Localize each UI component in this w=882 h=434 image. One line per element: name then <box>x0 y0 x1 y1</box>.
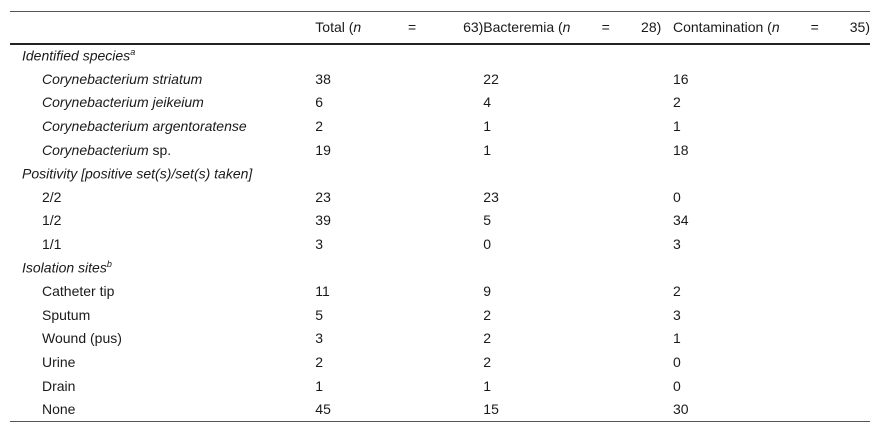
table-row: None 45 15 30 <box>10 397 870 421</box>
section-row: Positivity [positive set(s)/set(s) taken… <box>10 161 870 185</box>
row-label: Drain <box>42 377 76 394</box>
cell-total: 23 <box>315 188 331 205</box>
cell-contamination: 18 <box>673 141 689 158</box>
cell-total: 2 <box>315 118 324 135</box>
row-label: Wound (pus) <box>42 330 122 347</box>
header-contamination: Contamination (n = 35) <box>673 19 870 36</box>
table-row: Sputum 5 2 3 <box>10 303 870 327</box>
table-row: Urine 2 2 0 <box>10 350 870 374</box>
cell-contamination: 1 <box>673 118 681 135</box>
section-title: Positivity [positive set(s)/set(s) taken… <box>22 165 253 182</box>
cell-total: 19 <box>315 141 331 158</box>
cell-bacteremia: 5 <box>483 212 492 229</box>
table-row: 1/2 39 5 34 <box>10 209 870 233</box>
cell-bacteremia: 1 <box>483 377 492 394</box>
header-empty <box>10 12 303 44</box>
section-row: Isolation sitesb <box>10 256 870 280</box>
table-row: Corynebacterium jeikeium 6 4 2 <box>10 91 870 115</box>
row-label: 2/2 <box>42 188 62 205</box>
cell-bacteremia: 9 <box>483 283 492 300</box>
cell-total: 38 <box>315 70 331 87</box>
section-title: Identified speciesa <box>22 47 136 65</box>
cell-total: 45 <box>315 400 331 417</box>
table-row: 2/2 23 23 0 <box>10 185 870 209</box>
cell-contamination: 0 <box>673 377 681 394</box>
cell-bacteremia: 1 <box>483 118 492 135</box>
section-row: Identified speciesa <box>10 44 870 68</box>
cell-total: 39 <box>315 212 331 229</box>
cell-contamination: 0 <box>673 188 681 205</box>
cell-total: 5 <box>315 306 324 323</box>
row-label: Corynebacterium argentoratense <box>42 118 247 135</box>
cell-total: 11 <box>315 283 330 300</box>
cell-contamination: 3 <box>673 306 681 323</box>
cell-contamination: 3 <box>673 236 681 253</box>
cell-bacteremia: 4 <box>483 94 492 111</box>
row-label: Corynebacterium jeikeium <box>42 94 204 111</box>
data-table: Total (n = 63) Bacteremia (n = 28) Contamina… <box>10 11 870 422</box>
table-row: Corynebacterium striatum 38 22 16 <box>10 67 870 91</box>
row-label: Corynebacterium sp. <box>42 141 172 158</box>
cell-contamination: 0 <box>673 354 681 371</box>
header-bacteremia: Bacteremia (n = 28) <box>483 19 662 36</box>
row-label: Catheter tip <box>42 283 115 300</box>
cell-bacteremia: 0 <box>483 236 492 253</box>
cell-total: 3 <box>315 236 324 253</box>
row-label: 1/2 <box>42 212 62 229</box>
table-row: Corynebacterium sp. 19 1 18 <box>10 138 870 162</box>
row-label: Sputum <box>42 306 91 323</box>
row-label: Corynebacterium striatum <box>42 70 203 87</box>
cell-total: 3 <box>315 330 324 347</box>
cell-bacteremia: 22 <box>483 70 499 87</box>
section-title: Isolation sitesb <box>22 259 112 276</box>
cell-contamination: 16 <box>673 70 689 87</box>
table-row: 1/1 3 0 3 <box>10 232 870 256</box>
row-label: 1/1 <box>42 236 62 253</box>
cell-contamination: 2 <box>673 283 681 300</box>
cell-bacteremia: 15 <box>483 400 499 417</box>
cell-contamination: 2 <box>673 94 681 111</box>
cell-total: 2 <box>315 354 324 371</box>
header-total: Total (n = 63) <box>315 19 484 36</box>
cell-bacteremia: 23 <box>483 188 499 205</box>
table-row: Catheter tip 11 9 2 <box>10 279 870 303</box>
row-label: Urine <box>42 354 76 371</box>
table-row: Drain 1 1 0 <box>10 374 870 398</box>
cell-contamination: 34 <box>673 212 689 229</box>
cell-bacteremia: 2 <box>483 306 492 323</box>
header-row: Total (n = 63) Bacteremia (n = 28) Contamina… <box>10 11 870 44</box>
cell-bacteremia: 2 <box>483 330 492 347</box>
cell-bacteremia: 2 <box>483 354 492 371</box>
cell-total: 1 <box>315 377 324 394</box>
cell-contamination: 30 <box>673 400 689 417</box>
cell-bacteremia: 1 <box>483 141 492 158</box>
table-row: Wound (pus) 3 2 1 <box>10 327 870 351</box>
table-row: Corynebacterium argentoratense 2 1 1 <box>10 114 870 138</box>
cell-total: 6 <box>315 94 324 111</box>
cell-contamination: 1 <box>673 330 681 347</box>
row-label: None <box>42 400 76 417</box>
